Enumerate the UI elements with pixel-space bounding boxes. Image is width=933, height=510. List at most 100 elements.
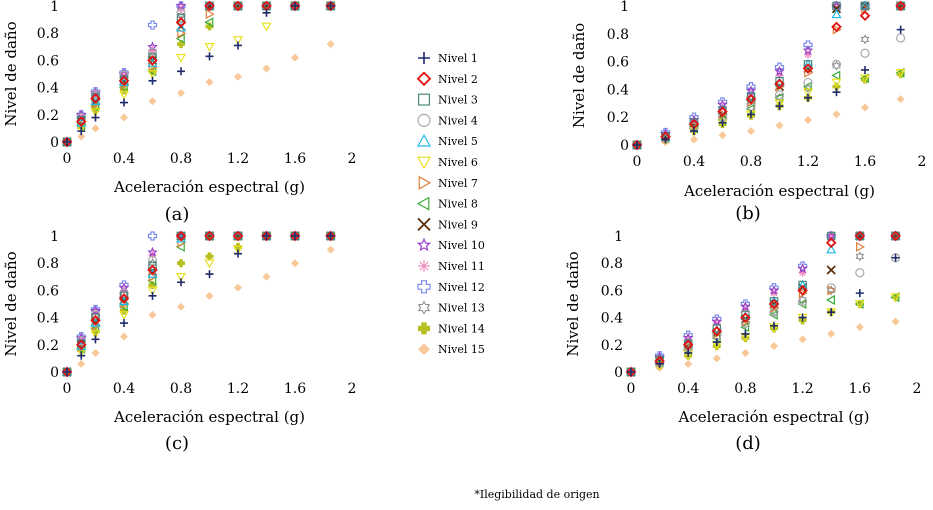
data-point xyxy=(741,329,750,338)
data-point xyxy=(859,74,871,84)
data-point xyxy=(711,316,723,327)
x-tick-label: 0.8 xyxy=(740,154,762,170)
data-point xyxy=(291,53,299,62)
series-nivel-2 xyxy=(61,230,336,378)
series-nivel-10 xyxy=(61,230,336,377)
data-point xyxy=(148,310,157,319)
data-point xyxy=(77,351,86,360)
y-tick-label: 0.8 xyxy=(607,27,629,43)
data-point xyxy=(775,71,784,80)
data-point xyxy=(177,40,185,49)
data-point xyxy=(802,88,814,98)
data-point xyxy=(175,0,187,11)
data-point xyxy=(896,25,905,34)
x-tick-label: 0.4 xyxy=(113,151,135,167)
data-point xyxy=(232,36,244,46)
data-point xyxy=(774,90,785,100)
data-point xyxy=(205,22,214,31)
y-tick-label: 0.8 xyxy=(37,256,59,272)
y-tick-label: 1 xyxy=(614,229,623,245)
data-point xyxy=(234,72,242,81)
series-nivel-9 xyxy=(62,231,336,377)
series-nivel-5 xyxy=(61,0,336,146)
data-point xyxy=(75,339,87,351)
legend-label: Nivel 2 xyxy=(438,73,478,86)
data-point xyxy=(740,312,751,323)
data-point xyxy=(234,249,242,258)
x-tick-label: 1.6 xyxy=(284,381,306,397)
series-nivel-8 xyxy=(61,230,335,378)
data-point xyxy=(854,298,864,310)
y-tick-label: 0 xyxy=(50,135,59,151)
data-point xyxy=(148,261,157,271)
data-point xyxy=(326,40,335,49)
chart-panel: 0 0.2 0.4 0.6 0.8 1 0 0.4 0.8 1.2 1.6 2 Aceleración … xyxy=(2,229,356,454)
legend-label: Nivel 3 xyxy=(438,94,478,107)
series-nivel-13 xyxy=(62,231,335,377)
data-point xyxy=(804,93,812,102)
series-nivel-3 xyxy=(62,231,335,377)
data-point xyxy=(261,22,272,32)
legend-item: Nivel 11 xyxy=(418,260,485,273)
data-point xyxy=(861,75,869,84)
data-point xyxy=(712,338,721,347)
data-point xyxy=(741,310,750,320)
data-point xyxy=(148,97,157,106)
x-tick-label: 2 xyxy=(918,154,927,170)
data-point xyxy=(175,273,187,283)
data-point xyxy=(147,268,158,278)
series-nivel-6 xyxy=(625,293,901,378)
data-point xyxy=(770,289,778,298)
legend-symbol xyxy=(416,237,432,252)
data-point xyxy=(774,62,785,72)
x-axis-title: Aceleración espectral (g) xyxy=(683,182,875,200)
data-point xyxy=(798,335,807,344)
series-nivel-12 xyxy=(62,231,336,377)
y-tick-label: 0.6 xyxy=(607,55,629,71)
series-nivel-7 xyxy=(63,230,336,378)
data-point xyxy=(175,17,187,28)
data-point xyxy=(741,305,750,314)
data-point xyxy=(803,60,813,69)
data-point xyxy=(690,127,698,136)
data-point xyxy=(118,311,130,321)
legend-item: Nivel 15 xyxy=(418,343,485,356)
data-point xyxy=(77,127,86,136)
series-nivel-4 xyxy=(626,253,901,377)
data-point xyxy=(803,77,813,88)
legend-label: Nivel 1 xyxy=(438,52,478,65)
data-point xyxy=(177,259,185,268)
data-point xyxy=(120,113,128,122)
data-point xyxy=(746,92,756,101)
data-point xyxy=(204,0,215,12)
series-nivel-7 xyxy=(63,0,336,148)
data-point xyxy=(147,286,158,296)
data-point xyxy=(75,116,87,127)
data-point xyxy=(119,291,129,301)
y-tick-label: 0.4 xyxy=(37,311,59,327)
data-point xyxy=(895,67,905,78)
data-point xyxy=(774,65,785,76)
data-point xyxy=(147,264,158,276)
series-nivel-15 xyxy=(627,317,900,376)
data-point xyxy=(855,323,864,332)
x-tick-label: 2 xyxy=(348,381,357,397)
data-point xyxy=(797,263,808,274)
data-point xyxy=(682,339,694,351)
data-point xyxy=(896,70,905,79)
data-point xyxy=(741,334,750,342)
x-axis-title: Aceleración espectral (g) xyxy=(113,408,305,426)
data-point xyxy=(855,268,865,278)
data-point xyxy=(91,335,100,344)
data-point xyxy=(120,332,128,341)
data-point xyxy=(745,93,757,105)
legend-label: Nivel 5 xyxy=(438,135,478,148)
legend-label: Nivel 6 xyxy=(438,156,478,169)
x-tick-label: 1.6 xyxy=(284,151,306,167)
data-point xyxy=(860,34,870,45)
series-nivel-6 xyxy=(61,232,336,378)
data-point xyxy=(826,244,837,254)
x-tick-label: 1.2 xyxy=(797,154,819,170)
legend-item: Nivel 14 xyxy=(418,322,485,335)
data-point xyxy=(120,319,128,328)
